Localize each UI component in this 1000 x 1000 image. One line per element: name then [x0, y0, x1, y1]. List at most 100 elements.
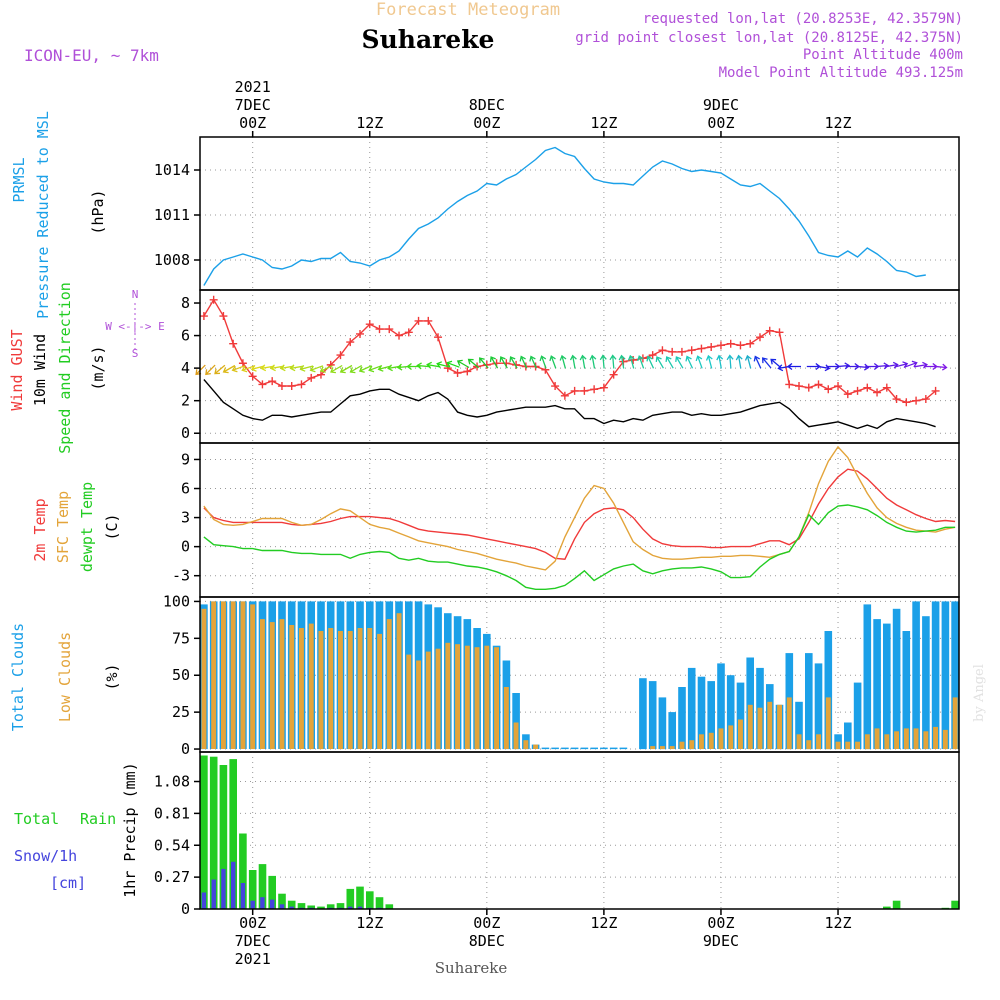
gust-marker — [434, 333, 443, 342]
bar — [892, 900, 901, 909]
bar — [317, 906, 325, 909]
bar — [678, 687, 686, 749]
bar — [523, 740, 529, 750]
bar — [211, 879, 216, 909]
gust-marker — [424, 316, 433, 325]
wind-arrow — [205, 364, 216, 376]
bar — [209, 756, 218, 909]
bar — [289, 625, 295, 749]
wind-arrow — [309, 365, 324, 373]
gust-marker — [287, 382, 296, 391]
gust-marker — [726, 339, 735, 348]
bar — [346, 888, 355, 909]
time-label-bottom: 00Z — [707, 914, 734, 932]
wind-arrow — [529, 355, 537, 369]
wind-arrow — [579, 354, 587, 369]
bar — [336, 903, 345, 909]
gust-marker — [853, 386, 862, 395]
bar — [347, 631, 353, 750]
bar — [561, 747, 569, 750]
bar — [933, 726, 938, 749]
bar — [912, 601, 920, 749]
gust-marker — [873, 388, 882, 397]
gust-marker — [365, 320, 374, 329]
gust-marker — [277, 382, 286, 391]
bar — [786, 697, 792, 750]
time-label-top: 00Z — [707, 114, 734, 132]
gust-marker — [629, 355, 638, 364]
series-line — [203, 445, 956, 571]
gust-marker — [258, 380, 267, 389]
snow-label: Snow/1h — [14, 847, 77, 865]
bar — [240, 601, 246, 749]
compass-west-east: W <-|-> E — [105, 320, 165, 333]
bar — [913, 728, 919, 750]
bar — [445, 642, 451, 750]
y-tick-label: 0.81 — [154, 804, 190, 822]
bar — [835, 741, 841, 750]
gust-marker — [746, 339, 755, 348]
bar — [658, 697, 667, 750]
wind-arrow — [726, 354, 734, 369]
bar — [375, 897, 384, 909]
bar — [386, 619, 392, 749]
bar — [435, 648, 441, 750]
gust-marker — [316, 370, 325, 379]
bar — [289, 906, 294, 909]
time-label-bottom: 00Z — [239, 914, 266, 932]
wind-arrow — [744, 354, 752, 369]
bar — [951, 900, 959, 909]
gust-marker — [775, 328, 784, 337]
bar — [873, 619, 881, 749]
bar — [883, 623, 891, 750]
bar — [699, 734, 704, 750]
wind-arrow — [222, 364, 236, 374]
gust-marker — [785, 380, 794, 389]
wind-arrow — [299, 364, 314, 372]
plot-layer: 1008 1011 1014 0 2 4 6 8 -3 0 3 6 9 0 25 50 75 100 0 0.27 0.… — [154, 78, 960, 968]
wind-arrow — [705, 354, 713, 369]
bar — [474, 647, 480, 750]
credit-watermark: by Angel — [972, 664, 987, 722]
gust-marker — [687, 346, 696, 355]
bar — [728, 725, 734, 749]
time-label-top: 00Z — [473, 114, 500, 132]
series-line — [203, 504, 956, 590]
time-label-top: 2021 — [235, 78, 271, 96]
bar — [357, 906, 363, 909]
bar — [738, 719, 743, 749]
wind-arrow — [753, 355, 762, 369]
gust-marker — [912, 396, 921, 405]
wind-arrow — [618, 354, 626, 369]
gust-marker — [658, 346, 667, 355]
bar — [278, 893, 286, 909]
wind-arrow — [655, 356, 664, 369]
bar — [747, 704, 753, 750]
bar — [250, 900, 255, 909]
requested-coords: requested lon,lat (20.8253E, 42.3579N) — [643, 11, 963, 27]
bar — [229, 759, 237, 909]
bar — [668, 712, 676, 749]
bar — [708, 732, 714, 749]
wind-arrow — [467, 358, 480, 369]
bar — [357, 628, 363, 749]
bar — [551, 747, 559, 750]
gust-marker — [443, 364, 452, 373]
footer-location: Suhareke — [435, 959, 508, 977]
forecast-title: Forecast Meteogram — [376, 0, 560, 20]
time-label-bottom: 9DEC — [703, 932, 739, 950]
y-tick-label: 6 — [181, 480, 190, 498]
model-point-altitude: Model Point Altitude 493.125m — [719, 65, 963, 81]
bar — [494, 647, 499, 750]
bar — [845, 741, 851, 750]
bar — [952, 697, 958, 750]
total-clouds-label: Total Clouds — [9, 623, 27, 731]
gust-marker — [346, 338, 355, 347]
wind-arrow — [456, 359, 470, 369]
y-tick-label: 1008 — [154, 251, 190, 269]
time-label-top: 00Z — [239, 114, 266, 132]
bar — [941, 601, 950, 749]
gust-marker — [326, 360, 335, 369]
series-line — [203, 468, 956, 560]
bar — [279, 904, 285, 909]
